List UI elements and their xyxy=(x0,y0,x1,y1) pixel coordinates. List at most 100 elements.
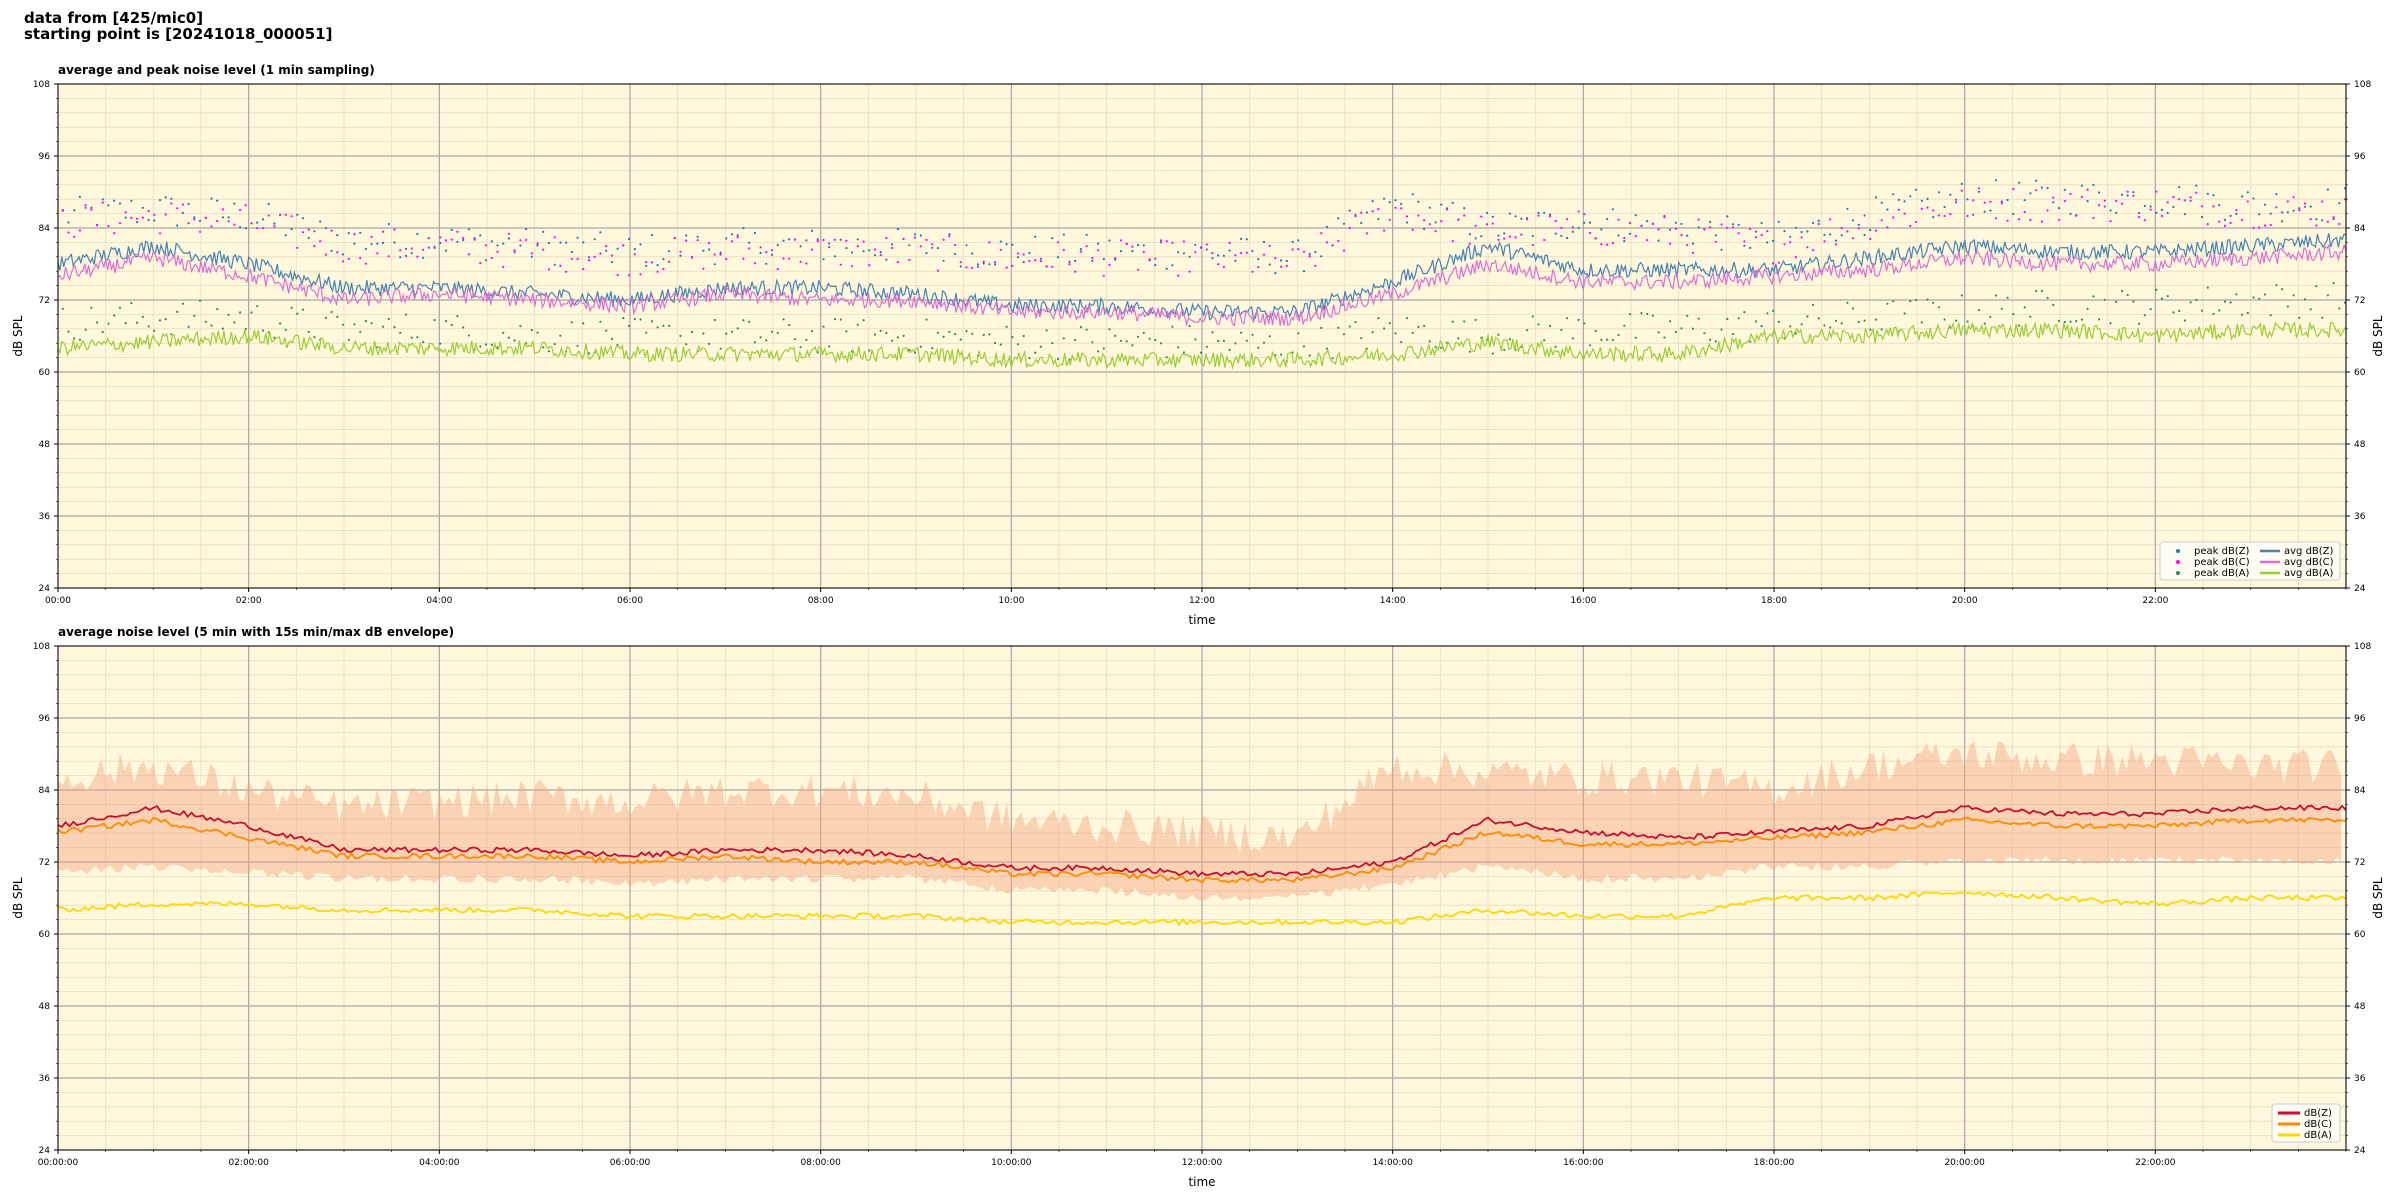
data-point xyxy=(530,252,533,255)
data-point xyxy=(1834,319,1838,322)
data-point xyxy=(748,247,751,250)
data-point xyxy=(416,336,419,339)
data-point xyxy=(1526,329,1529,332)
data-point xyxy=(879,329,882,332)
data-point xyxy=(1377,217,1380,221)
data-point xyxy=(1411,193,1414,196)
data-point xyxy=(1749,246,1752,249)
data-point xyxy=(1417,200,1420,203)
data-point xyxy=(479,234,482,237)
data-point xyxy=(1766,312,1769,315)
data-point xyxy=(1474,224,1477,227)
data-point xyxy=(1360,221,1363,225)
data-point xyxy=(1754,236,1757,239)
data-point xyxy=(2252,226,2255,230)
data-point xyxy=(2235,212,2238,215)
data-point xyxy=(748,320,751,323)
data-point xyxy=(2115,199,2118,202)
data-point xyxy=(1800,236,1803,239)
data-point xyxy=(1377,317,1380,320)
data-point xyxy=(1583,213,1586,216)
data-point xyxy=(1114,257,1117,260)
data-point xyxy=(2120,289,2124,293)
data-point xyxy=(1794,332,1797,335)
data-point xyxy=(610,254,614,257)
data-point xyxy=(1823,240,1826,243)
y-tick-label: 48 xyxy=(39,440,51,450)
data-point xyxy=(1331,357,1334,360)
data-point xyxy=(1028,259,1031,263)
data-point xyxy=(513,339,516,342)
data-point xyxy=(1743,244,1746,247)
data-point xyxy=(536,244,539,247)
data-point xyxy=(610,260,614,264)
data-point xyxy=(1325,225,1328,228)
data-point xyxy=(2057,207,2061,210)
data-point xyxy=(1342,222,1346,225)
data-point xyxy=(2252,296,2255,299)
data-point xyxy=(1989,209,1992,212)
data-point xyxy=(399,249,402,252)
data-point xyxy=(873,248,877,251)
data-point xyxy=(1611,241,1614,245)
data-point xyxy=(2246,191,2249,194)
data-point xyxy=(965,330,968,333)
data-point xyxy=(1251,333,1254,336)
data-point xyxy=(1577,226,1580,229)
data-point xyxy=(404,254,408,258)
data-point xyxy=(633,248,636,251)
data-point xyxy=(1812,221,1815,224)
data-point xyxy=(336,315,339,318)
panel-title: average and peak noise level (1 min samp… xyxy=(58,63,375,77)
data-point xyxy=(2143,314,2146,317)
data-point xyxy=(1503,237,1506,240)
data-point xyxy=(1577,210,1580,213)
data-point xyxy=(1325,347,1328,350)
data-point xyxy=(2269,212,2272,215)
data-point xyxy=(2281,288,2284,291)
data-point xyxy=(2103,298,2106,301)
y-tick-label: 96 xyxy=(2354,152,2366,162)
data-point xyxy=(1543,238,1546,242)
y-tick-label: 84 xyxy=(2354,224,2366,234)
data-point xyxy=(599,231,602,234)
data-point xyxy=(2017,218,2021,221)
data-point xyxy=(484,343,488,346)
data-point xyxy=(994,341,997,345)
data-point xyxy=(1165,267,1168,270)
data-point xyxy=(204,216,207,219)
data-point xyxy=(2258,297,2261,300)
data-point xyxy=(1617,333,1620,337)
data-point xyxy=(719,251,722,254)
x-tick-label: 18:00 xyxy=(1761,596,1787,606)
data-point xyxy=(713,263,716,266)
data-point xyxy=(519,239,522,242)
data-point xyxy=(1537,323,1540,326)
data-point xyxy=(685,239,688,242)
data-point xyxy=(1897,208,1900,211)
data-point xyxy=(2120,202,2124,205)
data-point xyxy=(1022,261,1025,264)
data-point xyxy=(1388,218,1391,221)
data-point xyxy=(1114,258,1117,261)
data-point xyxy=(668,250,671,253)
data-point xyxy=(1268,244,1271,247)
data-point xyxy=(1852,307,1855,310)
y-tick-label: 72 xyxy=(39,858,50,868)
data-point xyxy=(616,273,619,277)
data-point xyxy=(2155,288,2158,291)
data-point xyxy=(387,255,390,258)
data-point xyxy=(896,261,900,264)
x-axis-label: time xyxy=(1188,613,1215,627)
data-point xyxy=(799,346,802,349)
data-point xyxy=(1159,342,1163,345)
data-point xyxy=(239,311,242,314)
data-point xyxy=(1268,335,1271,338)
data-point xyxy=(456,230,459,233)
data-point xyxy=(113,199,116,202)
data-point xyxy=(227,313,230,316)
data-point xyxy=(1937,191,1940,194)
data-point xyxy=(925,318,928,321)
data-point xyxy=(307,330,310,333)
x-tick-label: 22:00:00 xyxy=(2135,1158,2176,1168)
